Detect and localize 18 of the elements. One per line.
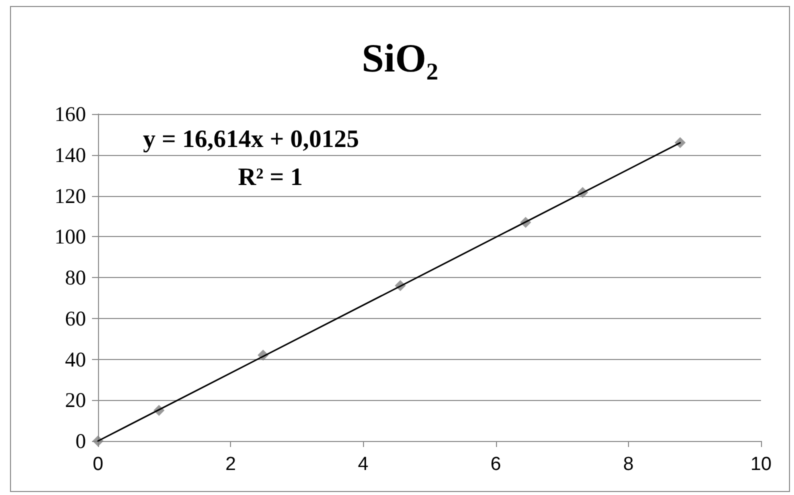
y-tick-label: 20: [65, 388, 86, 412]
y-tick-label: 60: [65, 306, 86, 330]
y-tick-label: 160: [54, 102, 86, 126]
y-tick-label: 140: [54, 142, 86, 167]
y-tick-label: 40: [65, 347, 86, 372]
annotation: y = 16,614x + 0,0125: [143, 126, 359, 153]
x-tick-label: 8: [623, 454, 634, 475]
x-tick-label: 2: [225, 454, 236, 475]
chart-title: SiO₂: [362, 36, 438, 80]
x-tick-label: 4: [358, 454, 369, 475]
annotation: R² = 1: [238, 164, 303, 191]
y-tick-label: 120: [54, 184, 86, 208]
y-tick-label: 0: [76, 429, 86, 453]
x-tick-label: 10: [750, 454, 772, 475]
y-tick-label: 80: [65, 266, 86, 290]
x-tick-label: 6: [490, 454, 502, 475]
x-tick-label: 0: [92, 454, 104, 475]
y-tick-label: 100: [54, 224, 86, 249]
